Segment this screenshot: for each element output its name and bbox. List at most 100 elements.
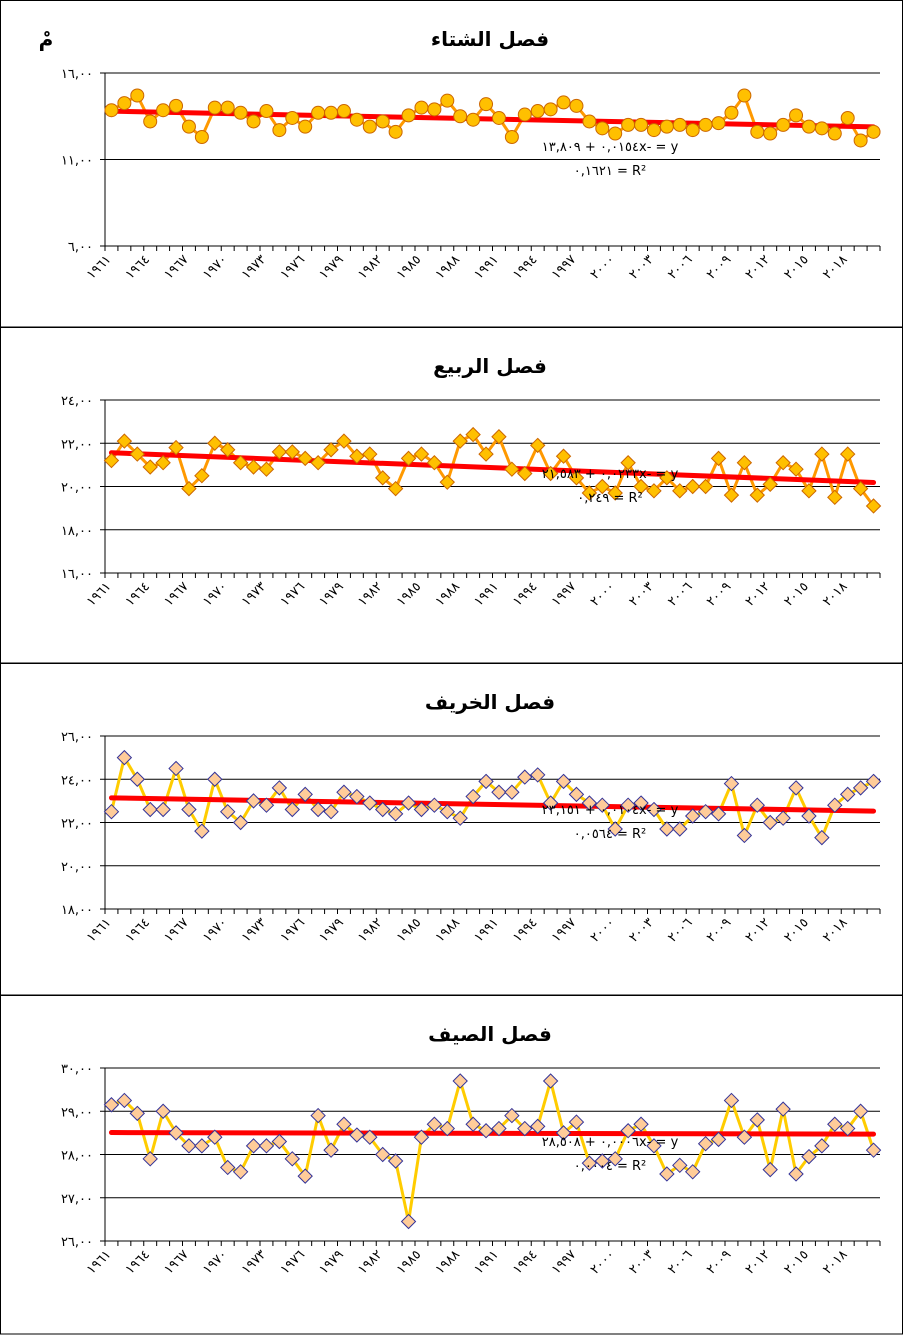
x-tick-label: ١٩٧٣ — [239, 252, 269, 282]
x-tick-label: ١٩٨٢ — [355, 579, 385, 609]
data-point — [117, 96, 132, 111]
data-point — [581, 795, 598, 811]
data-point — [232, 1164, 249, 1180]
data-point — [414, 100, 429, 115]
x-tick-label: ١٩٧٦ — [278, 252, 308, 282]
data-point — [620, 1123, 636, 1139]
data-point — [439, 803, 455, 820]
y-tick-label: ١٨,٠٠ — [61, 524, 93, 539]
x-tick-label: ٢٠٠٠ — [588, 579, 618, 609]
data-point — [569, 98, 584, 113]
data-point — [129, 1105, 145, 1122]
x-tick-label: ١٩٨٨ — [433, 1247, 463, 1277]
data-point — [581, 1155, 598, 1171]
data-point — [672, 821, 688, 837]
data-point — [311, 105, 326, 120]
data-point — [723, 775, 740, 792]
data-point — [220, 442, 236, 458]
data-point — [827, 1116, 843, 1132]
data-point — [104, 103, 119, 118]
data-point — [491, 429, 507, 445]
data-point — [620, 455, 636, 471]
data-point — [775, 455, 791, 471]
data-point — [453, 109, 468, 124]
data-point — [116, 749, 133, 766]
data-point — [297, 450, 313, 467]
x-tick-label: ١٩٧٦ — [278, 579, 308, 609]
x-tick-label: ١٩٦٤ — [123, 915, 153, 945]
trend-equation: y = -٠,٠١٠٤x + ٢٣,١٥١ — [542, 803, 679, 818]
x-tick-label: ١٩٦٧ — [161, 252, 191, 282]
data-point — [763, 126, 778, 141]
data-point — [271, 1133, 288, 1150]
data-point — [581, 485, 598, 501]
y-tick-label: ٢٤,٠٠ — [61, 394, 93, 409]
data-point — [323, 803, 339, 820]
y-tick-label: ١٦,٠٠ — [61, 567, 93, 582]
data-point — [530, 767, 546, 783]
data-point — [723, 487, 740, 503]
data-point — [491, 110, 506, 125]
data-point — [310, 801, 326, 818]
chart-panel: فصل الصيف ٢٦,٠٠ ٢٧,٠٠ ٢٨,٠٠ ٢٩,٠٠ ٣٠,٠٠ ١٩٦١ ١٩… — [0, 995, 903, 1335]
data-point — [387, 480, 404, 497]
data-point — [542, 465, 559, 482]
x-tick-label: ١٩٦١ — [84, 252, 114, 282]
x-tick-label: ١٩٨٢ — [355, 252, 385, 282]
data-point — [129, 771, 145, 787]
data-point — [142, 801, 158, 818]
x-tick-label: ٢٠٠٣ — [626, 252, 656, 282]
data-point — [116, 1092, 133, 1109]
data-point — [788, 461, 804, 477]
data-point — [672, 117, 687, 132]
trend-equation: y = -٠,٠٢٣٣x + ٢١,٥٨٣ — [542, 467, 679, 482]
trend-equation: y = -٠,٠١٥٤x + ١٣,٨٠٩ — [542, 140, 679, 155]
x-tick-label: ١٩٧٠ — [200, 1247, 230, 1277]
data-point — [168, 760, 184, 777]
data-point — [595, 121, 610, 136]
data-point — [749, 797, 765, 813]
data-point — [517, 1120, 533, 1137]
data-point — [504, 1107, 520, 1124]
data-point — [710, 450, 727, 467]
data-point — [724, 105, 739, 120]
x-tick-label: ١٩٧٠ — [200, 579, 230, 609]
x-tick-label: ١٩٦٧ — [161, 915, 191, 945]
data-point — [220, 803, 236, 820]
data-point — [439, 1120, 455, 1137]
data-point — [634, 117, 649, 132]
y-tick-label: ٢٢,٠٠ — [61, 817, 93, 832]
data-point — [362, 795, 378, 811]
data-point — [194, 467, 210, 484]
x-tick-label: ١٩٧٩ — [316, 252, 346, 282]
data-point — [220, 100, 235, 115]
x-tick-label: ٢٠١٨ — [820, 915, 850, 945]
chart-panel: فصل الربيع ١٦,٠٠ ١٨,٠٠ ٢٠,٠٠ ٢٢,٠٠ ٢٤,٠٠ ١٩٦١ ١… — [0, 327, 903, 664]
data-point — [530, 437, 546, 454]
data-point — [336, 104, 351, 119]
data-point — [232, 455, 249, 471]
data-point — [220, 1159, 236, 1176]
data-point — [272, 123, 287, 138]
data-point — [336, 1116, 352, 1132]
data-point — [865, 498, 882, 514]
data-point — [594, 478, 610, 495]
data-point — [555, 1125, 572, 1141]
data-point — [750, 124, 765, 139]
data-point — [362, 1129, 378, 1145]
data-point — [582, 114, 597, 129]
data-point — [258, 1138, 275, 1154]
x-tick-label: ١٩٨٨ — [433, 579, 463, 609]
data-point — [387, 1153, 404, 1169]
data-point — [814, 446, 830, 462]
data-point — [827, 126, 842, 141]
data-point — [827, 797, 843, 813]
x-tick-label: ١٩٩١ — [471, 252, 501, 282]
x-tick-label: ٢٠١٥ — [781, 579, 811, 609]
x-tick-label: ١٩٦٤ — [123, 579, 153, 609]
y-tick-label: ٦,٠٠ — [68, 240, 93, 255]
data-point — [607, 485, 623, 501]
x-tick-label: ٢٠٠٩ — [704, 252, 734, 282]
data-point — [633, 1116, 649, 1132]
